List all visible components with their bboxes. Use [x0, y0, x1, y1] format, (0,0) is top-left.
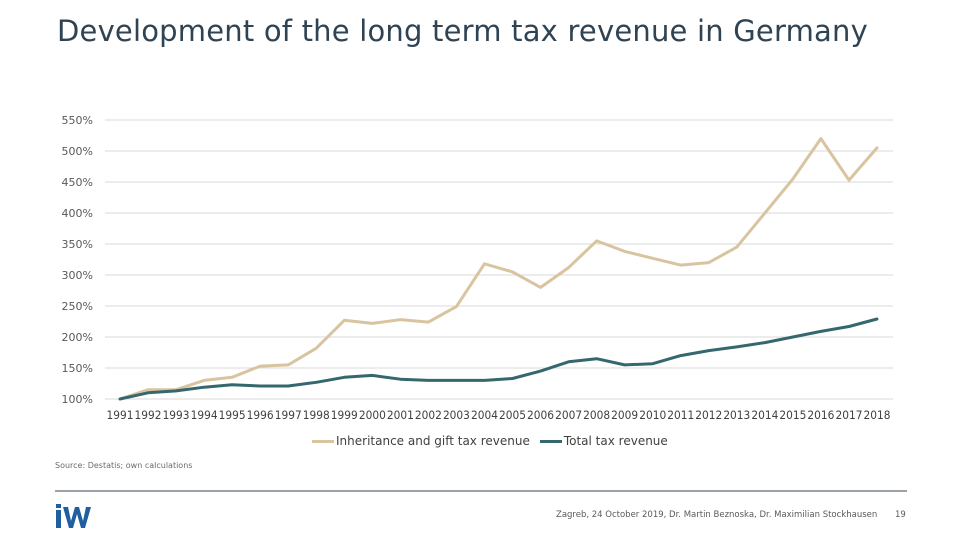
x-tick-label: 2012 [695, 408, 722, 422]
x-tick-label: 2003 [443, 408, 470, 422]
series-lines [118, 137, 879, 401]
chart-legend: Inheritance and gift tax revenue Total t… [312, 434, 678, 448]
legend-swatch-total [539, 439, 562, 443]
x-tick-label: 1997 [275, 408, 302, 422]
x-tick-label: 2004 [471, 408, 498, 422]
x-tick-label: 2013 [723, 408, 750, 422]
slide-title: Development of the long term tax revenue… [57, 14, 868, 48]
y-tick-label: 500% [62, 145, 93, 158]
legend-label-inheritance: Inheritance and gift tax revenue [336, 434, 530, 448]
x-tick-label: 2009 [611, 408, 638, 422]
y-tick-label: 200% [62, 331, 93, 344]
x-tick-label: 1998 [303, 408, 330, 422]
legend-item-inheritance: Inheritance and gift tax revenue [312, 434, 530, 448]
x-tick-label: 2010 [639, 408, 666, 422]
x-tick-label: 1996 [247, 408, 274, 422]
x-tick-label: 2008 [583, 408, 610, 422]
page-number: 19 [895, 510, 906, 520]
legend-swatch-inheritance [312, 439, 334, 443]
legend-label-total: Total tax revenue [563, 434, 668, 448]
x-tick-label: 1991 [107, 408, 134, 422]
legend-item-total: Total tax revenue [539, 434, 668, 448]
y-axis-ticks: 100% 150% 200% 250% 300% 350% 400% 450% 500% 550% [62, 114, 93, 406]
x-tick-label: 1995 [219, 408, 246, 422]
x-tick-label: 2018 [864, 408, 891, 422]
y-tick-label: 450% [62, 176, 93, 189]
x-tick-label: 1999 [331, 408, 358, 422]
x-axis-ticks: 1991 1992 1993 1994 1995 1996 1997 1998 1999 2000… [107, 408, 891, 422]
y-tick-label: 550% [62, 114, 93, 127]
x-tick-label: 2016 [807, 408, 834, 422]
series-line-total [118, 317, 879, 401]
x-tick-label: 1994 [191, 408, 218, 422]
x-tick-label: 2001 [387, 408, 414, 422]
line-chart: 100% 150% 200% 250% 300% 350% 400% 450% 500% 550%… [62, 114, 893, 422]
x-tick-label: 2000 [359, 408, 386, 422]
x-tick-label: 2005 [499, 408, 526, 422]
x-tick-label: 1992 [135, 408, 162, 422]
x-tick-label: 2007 [555, 408, 582, 422]
y-tick-label: 300% [62, 269, 93, 282]
y-tick-label: 250% [62, 300, 93, 313]
y-tick-label: 100% [62, 393, 93, 406]
y-tick-label: 400% [62, 207, 93, 220]
x-tick-label: 2014 [751, 408, 778, 422]
x-tick-label: 1993 [163, 408, 190, 422]
x-tick-label: 2006 [527, 408, 554, 422]
footer-text: Zagreb, 24 October 2019, Dr. Martin Bezn… [556, 510, 878, 520]
y-tick-label: 350% [62, 238, 93, 251]
iw-logo-icon [56, 504, 91, 528]
x-tick-label: 2011 [667, 408, 694, 422]
footer-divider [55, 490, 907, 492]
y-tick-label: 150% [62, 362, 93, 375]
x-tick-label: 2017 [835, 408, 862, 422]
x-tick-label: 2015 [779, 408, 806, 422]
source-note: Source: Destatis; own calculations [55, 461, 193, 470]
x-tick-label: 2002 [415, 408, 442, 422]
series-line-inheritance [118, 137, 879, 401]
gridlines [105, 119, 893, 400]
